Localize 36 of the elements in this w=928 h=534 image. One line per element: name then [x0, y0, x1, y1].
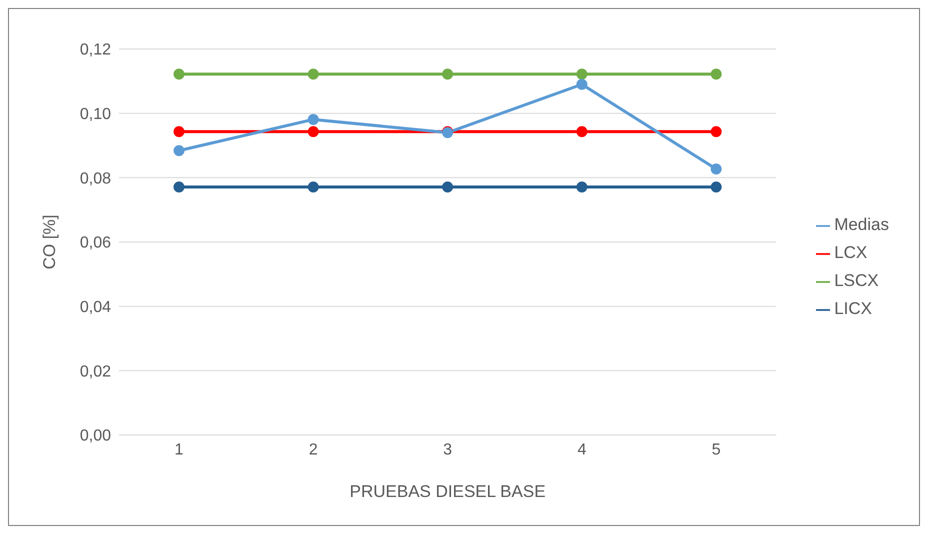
legend-label: Medias: [834, 215, 889, 234]
y-tick-label: 0,10: [80, 106, 112, 124]
y-axis-title: CO [%]: [40, 214, 60, 270]
y-tick-label: 0,00: [80, 428, 112, 445]
point: [442, 68, 454, 80]
legend-label: LCX: [834, 243, 868, 262]
point: [710, 126, 722, 138]
x-tick-label: 5: [712, 441, 721, 458]
point: [174, 145, 184, 156]
point: [308, 68, 319, 80]
point: [576, 181, 588, 192]
x-tick-label: 2: [308, 441, 318, 458]
point: [174, 181, 184, 192]
point: [174, 68, 184, 80]
point: [308, 114, 319, 125]
y-tick-label: 0,12: [80, 42, 112, 59]
legend-label: LSCX: [834, 271, 879, 290]
legend-label: LICX: [834, 299, 872, 318]
point: [710, 163, 722, 174]
y-tick-label: 0,04: [80, 299, 112, 316]
x-tick-label: 1: [174, 441, 184, 458]
x-tick-label: 3: [443, 441, 452, 458]
point: [174, 126, 184, 138]
point: [308, 126, 319, 138]
point: [576, 68, 588, 80]
x-axis-title: PRUEBAS DIESEL BASE: [350, 482, 546, 501]
point: [308, 181, 319, 192]
point: [442, 181, 454, 192]
y-tick-label: 0,06: [80, 234, 112, 252]
x-tick-label: 4: [577, 441, 586, 458]
point: [576, 78, 588, 90]
y-tick-label: 0,08: [80, 170, 112, 188]
y-tick-label: 0,02: [80, 363, 112, 380]
point: [710, 68, 722, 80]
point: [710, 181, 722, 192]
point: [576, 126, 588, 138]
